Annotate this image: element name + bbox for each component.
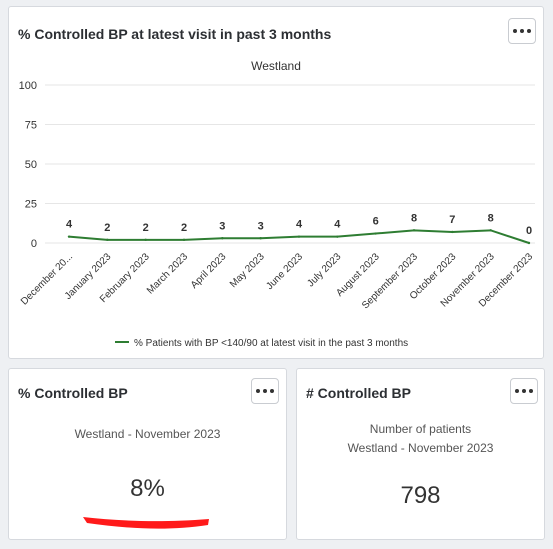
chart-legend[interactable]: % Patients with BP <140/90 at latest vis…: [115, 338, 408, 349]
data-label: 8: [411, 212, 417, 224]
data-point: [144, 238, 147, 242]
count-controlled-bp-card: # Controlled BP Number of patients Westl…: [296, 368, 545, 540]
data-point: [527, 241, 531, 245]
data-label: 7: [449, 214, 455, 226]
data-label: 3: [219, 220, 225, 232]
y-tick-label: 0: [31, 238, 37, 250]
data-label: 4: [334, 219, 341, 231]
metric-value: 798: [400, 482, 441, 509]
data-point: [221, 237, 224, 240]
y-tick-label: 75: [25, 120, 37, 132]
data-point: [297, 235, 301, 238]
x-tick-label: May 2023: [228, 251, 267, 290]
percent-controlled-bp-card: % Controlled BP Westland - November 2023…: [8, 368, 287, 540]
data-point: [106, 238, 109, 242]
card-subtitle-line2: Westland - November 2023: [347, 441, 494, 455]
y-tick-label: 25: [25, 199, 37, 211]
card-title: % Controlled BP: [18, 385, 128, 401]
data-label: 2: [181, 222, 187, 234]
card-title: # Controlled BP: [306, 385, 412, 401]
data-point: [259, 237, 262, 240]
data-label: 8: [488, 212, 494, 224]
chart-grid: [45, 84, 535, 244]
y-tick-label: 50: [25, 159, 37, 171]
x-tick-label: April 2023: [189, 251, 229, 291]
chart-title: Westland: [251, 59, 301, 73]
metric-value: 8%: [130, 475, 165, 502]
y-axis-ticks: 0 25 50 75 100: [19, 80, 37, 250]
card-subtitle-line1: Number of patients: [369, 422, 472, 436]
card-title: % Controlled BP at latest visit in past …: [18, 26, 332, 42]
data-labels: 4 2 2 2 3 3 4 4 6 8 7 8 0: [66, 212, 532, 237]
data-point: [182, 238, 186, 242]
data-point: [489, 229, 492, 232]
y-tick-label: 100: [19, 80, 37, 92]
legend-label: % Patients with BP <140/90 at latest vis…: [134, 338, 408, 349]
more-horizontal-icon: [515, 389, 533, 393]
card-menu-button[interactable]: [508, 18, 536, 44]
chart-series: [67, 229, 531, 245]
data-label: 3: [258, 220, 264, 232]
data-point: [412, 229, 416, 232]
bp-trend-card: % Controlled BP at latest visit in past …: [8, 6, 544, 359]
more-horizontal-icon: [256, 389, 274, 393]
data-point: [451, 230, 454, 234]
x-tick-label: March 2023: [145, 251, 190, 296]
card-menu-button[interactable]: [510, 378, 538, 404]
data-point: [67, 235, 71, 238]
card-subtitle: Westland - November 2023: [74, 427, 221, 441]
data-label: 6: [373, 216, 379, 228]
data-label: 2: [143, 222, 149, 234]
x-tick-label: June 2023: [264, 251, 305, 292]
more-horizontal-icon: [513, 29, 531, 33]
line-chart: Westland 0 25 50 75 100 December 20...Januar…: [19, 59, 536, 349]
data-label: 4: [66, 219, 73, 231]
data-point: [336, 235, 339, 238]
data-point: [374, 232, 377, 235]
data-label: 2: [104, 222, 110, 234]
data-label: 4: [296, 219, 303, 231]
card-menu-button[interactable]: [251, 378, 279, 404]
data-label: 0: [526, 225, 532, 237]
x-tick-label: July 2023: [305, 251, 343, 289]
